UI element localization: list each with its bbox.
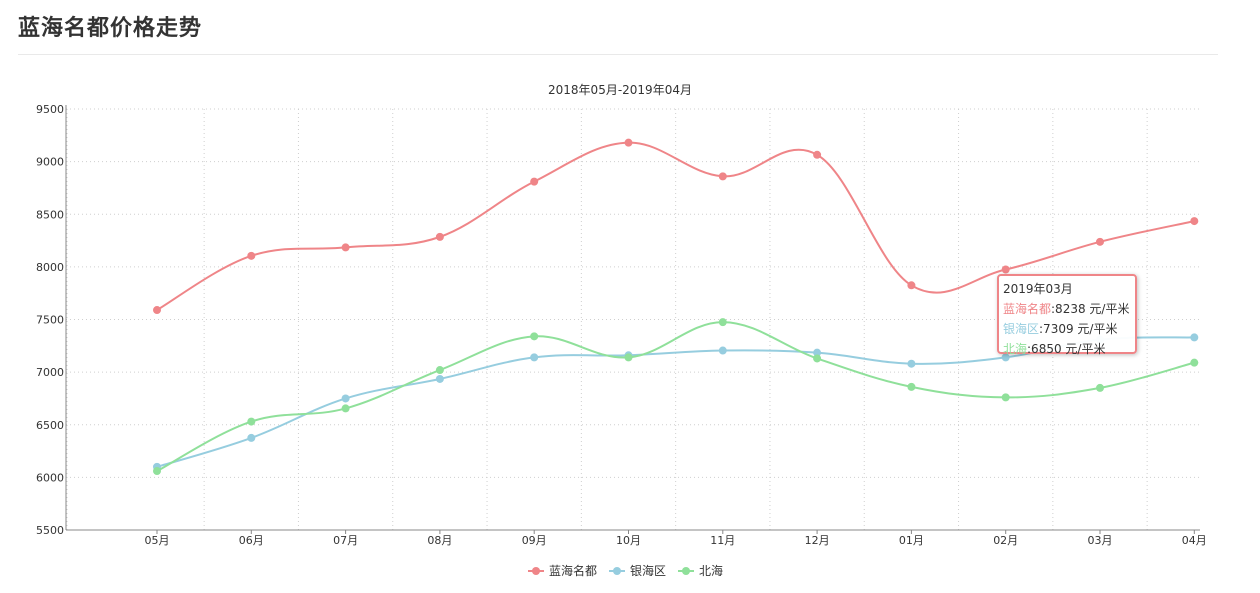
- legend-marker-dot: [682, 567, 690, 575]
- x-tick-label: 02月: [993, 534, 1018, 547]
- data-point: [1190, 358, 1199, 367]
- legend-label: 银海区: [630, 563, 666, 578]
- tooltip-row-beihai: 北海:6850 元/平米: [1003, 339, 1131, 359]
- data-point: [247, 417, 256, 426]
- data-point: [435, 232, 444, 241]
- data-point: [435, 366, 444, 375]
- series-line-1: [156, 336, 1195, 468]
- y-tick-label: 5500: [36, 524, 64, 537]
- tooltip-series-value: :8238 元/平米: [1051, 302, 1130, 316]
- data-point: [1096, 383, 1104, 392]
- y-tick-label: 8500: [36, 208, 64, 221]
- data-point: [907, 382, 916, 391]
- data-point: [813, 348, 822, 357]
- x-tick-label: 06月: [239, 534, 264, 547]
- chart-tooltip: 2019年03月 蓝海名都:8238 元/平米 银海区:7309 元/平米 北海…: [997, 274, 1137, 356]
- data-point: [907, 359, 916, 368]
- legend-label: 北海: [699, 563, 723, 578]
- x-tick-label: 03月: [1088, 534, 1113, 547]
- x-tick-label: 12月: [805, 534, 830, 547]
- data-point: [624, 138, 633, 147]
- data-point: [1190, 217, 1199, 226]
- x-tick-label: 04月: [1182, 534, 1207, 547]
- data-point: [907, 281, 916, 290]
- y-tick-label: 6000: [36, 471, 64, 484]
- tooltip-series-label: 蓝海名都: [1003, 302, 1052, 316]
- x-tick-label: 08月: [427, 534, 452, 547]
- data-point: [530, 353, 539, 362]
- y-tick-label: 9500: [36, 103, 64, 116]
- x-tick-label: 09月: [522, 534, 547, 547]
- data-point: [530, 177, 539, 186]
- data-point: [624, 353, 633, 362]
- data-point: [341, 394, 350, 403]
- tooltip-series-value: :7309 元/平米: [1039, 322, 1118, 336]
- data-point: [247, 433, 256, 442]
- data-point: [530, 332, 539, 341]
- data-point: [718, 346, 727, 355]
- y-tick-label: 9000: [36, 156, 64, 169]
- legend-marker-dot: [613, 567, 621, 575]
- tooltip-row-lanhai: 蓝海名都:8238 元/平米: [1003, 299, 1131, 319]
- y-tick-label: 8000: [36, 261, 64, 274]
- data-point: [153, 306, 161, 315]
- data-point: [341, 243, 350, 252]
- data-point: [718, 318, 727, 327]
- data-point: [1001, 265, 1010, 274]
- data-point: [718, 172, 727, 181]
- y-tick-label: 6500: [36, 419, 64, 432]
- chart-title: 2018年05月-2019年04月: [548, 83, 692, 97]
- x-tick-label: 05月: [145, 534, 170, 547]
- x-tick-label: 01月: [899, 534, 924, 547]
- data-point: [1096, 237, 1104, 246]
- tooltip-series-value: :6850 元/平米: [1027, 342, 1106, 356]
- data-point: [1001, 393, 1010, 402]
- data-point: [153, 467, 161, 476]
- title-divider: [18, 54, 1218, 55]
- data-point: [435, 374, 444, 383]
- legend-marker-dot: [532, 567, 540, 575]
- tooltip-title: 2019年03月: [1003, 282, 1073, 296]
- data-point: [813, 354, 822, 363]
- data-point: [1001, 353, 1010, 362]
- y-tick-label: 7000: [36, 366, 64, 379]
- data-point: [813, 150, 822, 159]
- x-tick-label: 07月: [333, 534, 358, 547]
- tooltip-series-label: 银海区: [1003, 322, 1040, 336]
- x-tick-label: 11月: [710, 534, 735, 547]
- page-title: 蓝海名都价格走势: [18, 16, 203, 41]
- data-point: [247, 251, 256, 260]
- tooltip-series-label: 北海: [1003, 342, 1028, 356]
- legend-label: 蓝海名都: [549, 563, 597, 578]
- data-point: [1190, 333, 1199, 342]
- tooltip-row-yinhai: 银海区:7309 元/平米: [1003, 319, 1131, 339]
- x-tick-label: 10月: [616, 534, 641, 547]
- y-tick-label: 7500: [36, 314, 64, 327]
- data-point: [341, 404, 350, 413]
